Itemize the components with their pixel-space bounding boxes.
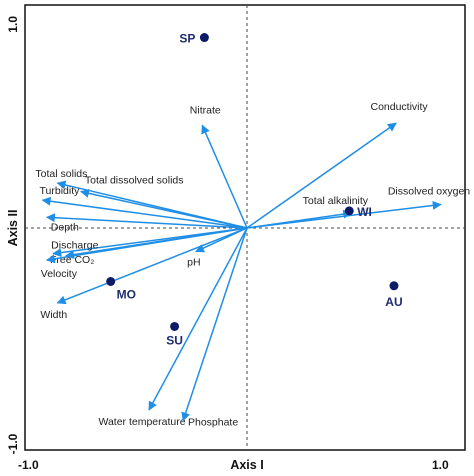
vector-arrow-velocity [45, 227, 248, 264]
y-tick-max: 1.0 [6, 16, 20, 33]
x-tick-max: 1.0 [432, 458, 449, 472]
vector-arrow-phosphate [181, 227, 248, 422]
vector-arrow-nitrate [201, 124, 248, 229]
vector-label-total-dissolved-solids: Total dissolved solids [85, 175, 184, 187]
vector-arrow-total-dissolved-solids [79, 188, 248, 229]
vector-label-total-solids: Total solids [35, 168, 87, 180]
vector-arrow-depth [45, 213, 248, 229]
x-tick-min: -1.0 [18, 458, 39, 472]
vector-label-free-co: Free CO₂ [50, 254, 94, 266]
vector-label-discharge: Discharge [51, 240, 98, 252]
vector-arrow-conductivity [246, 122, 397, 229]
site-points: SP WI AU MO SU [106, 32, 403, 347]
x-axis-title: Axis I [230, 458, 263, 472]
site-point-au [389, 281, 399, 291]
vector-arrow-turbidity [41, 196, 248, 229]
vector-label-ph: pH [187, 257, 200, 269]
vector-label-nitrate: Nitrate [190, 104, 221, 116]
vector-label-turbidity: Turbidity [40, 185, 81, 197]
vector-label-velocity: Velocity [41, 268, 78, 280]
y-tick-min: -1.0 [6, 433, 20, 454]
site-label-wi: WI [357, 205, 372, 219]
vector-label-total-alkalinity: Total alkalinity [303, 195, 369, 207]
site-point-wi [344, 206, 354, 216]
vector-label-phosphate: Phosphate [188, 417, 238, 429]
site-point-mo [106, 277, 116, 286]
vector-label-dissolved-oxygen: Dissolved oxygen [388, 185, 470, 197]
vector-arrow-dissolved-oxygen [246, 200, 442, 229]
vector-arrow-width [56, 227, 248, 305]
vector-arrow-water-temperature [148, 227, 248, 411]
vector-label-width: Width [40, 309, 67, 321]
site-label-su: SU [166, 333, 183, 347]
site-label-sp: SP [179, 32, 195, 46]
vector-label-water-temperature: Water temperature [98, 416, 185, 428]
site-point-su [170, 321, 180, 331]
site-point-sp [199, 33, 209, 43]
vector-label-conductivity: Conductivity [370, 101, 428, 113]
site-label-au: AU [385, 295, 402, 309]
y-axis-title: Axis II [6, 210, 20, 247]
site-label-mo: MO [117, 288, 136, 302]
vector-label-depth: Depth [51, 221, 79, 233]
